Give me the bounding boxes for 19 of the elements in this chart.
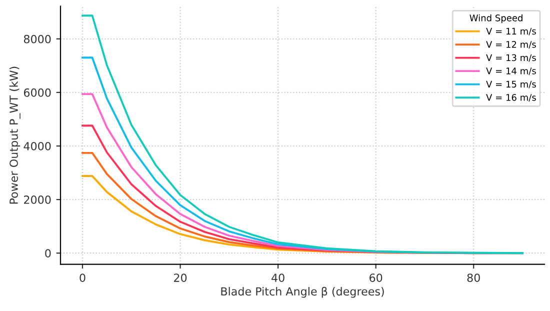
- y-tick-label: 2000: [24, 196, 51, 204]
- legend-title: Wind Speed: [470, 14, 522, 24]
- y-tick-label: 8000: [24, 34, 51, 44]
- legend-label: V = 14 m/s: [486, 68, 536, 76]
- x-tick-label: 40: [272, 274, 284, 282]
- y-tick-label: 4000: [24, 142, 51, 150]
- x-tick-label: 0: [80, 274, 86, 282]
- legend-label: V = 16 m/s: [486, 94, 536, 102]
- x-tick-label: 60: [370, 274, 382, 282]
- y-tick-label: 6000: [24, 88, 51, 97]
- x-tick-label: 20: [174, 274, 187, 282]
- legend-label: V = 15 m/s: [486, 80, 536, 88]
- legend-label: V = 11 m/s: [486, 28, 536, 36]
- legend-label: V = 13 m/s: [486, 54, 536, 62]
- x-axis-title: Blade Pitch Angle β (degrees): [221, 286, 384, 298]
- x-tick-label: 80: [467, 274, 480, 282]
- y-tick-label: 0: [45, 249, 51, 258]
- y-axis-title: Power Output P_WT (kW): [9, 66, 20, 204]
- legend-label: V = 12 m/s: [486, 41, 536, 49]
